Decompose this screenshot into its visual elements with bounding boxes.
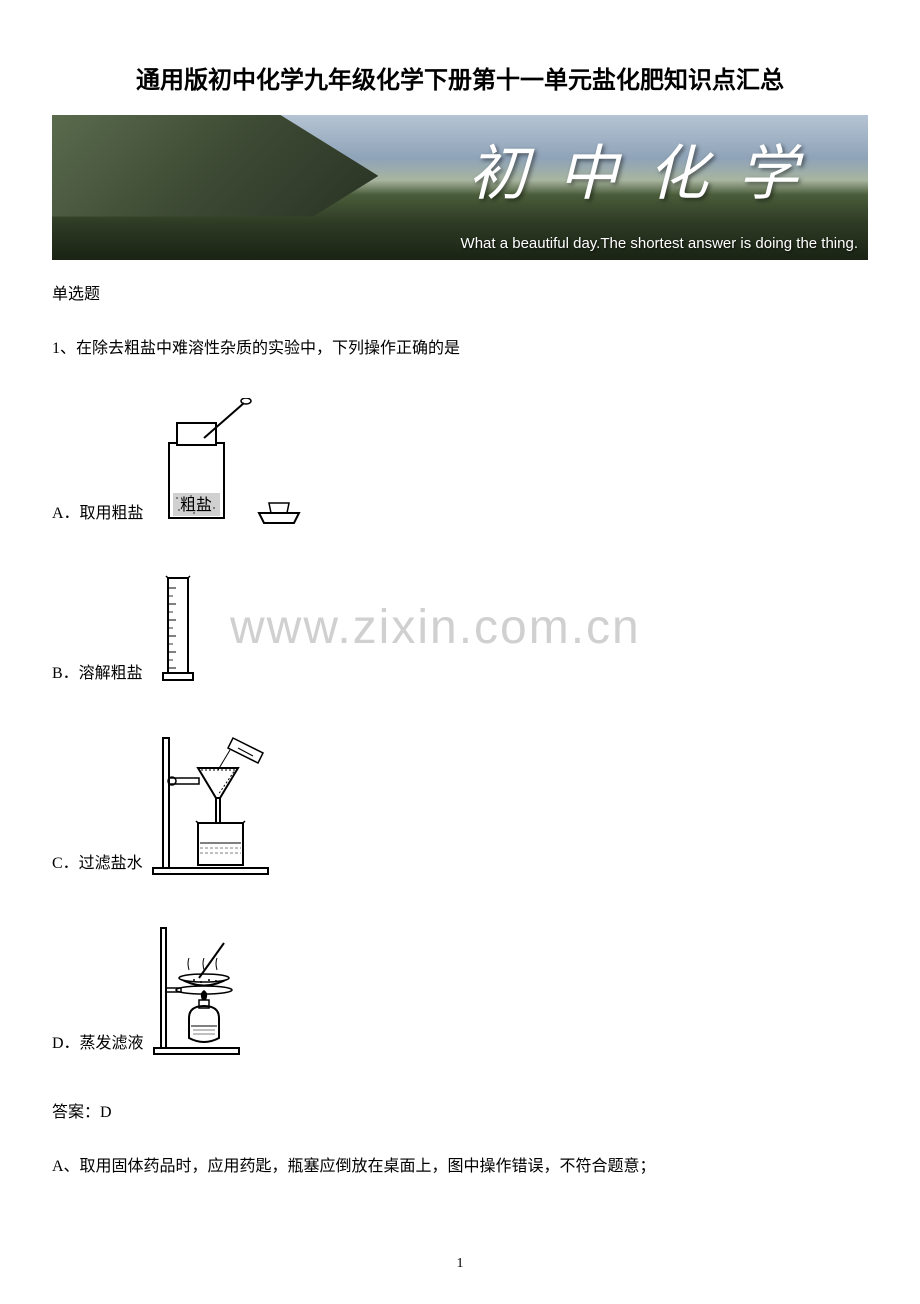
option-d: D．蒸发滤液 (52, 918, 868, 1058)
option-a-label: A．取用粗盐 (52, 499, 144, 528)
question-body: 在除去粗盐中难溶性杂质的实验中，下列操作正确的是 (76, 340, 460, 357)
question-number: 1、 (52, 340, 76, 357)
content-area: 单选题 1、在除去粗盐中难溶性杂质的实验中，下列操作正确的是 A．取用粗盐 粗盐 (0, 280, 920, 1176)
option-c-label: C．过滤盐水 (52, 849, 143, 878)
option-b: B．溶解粗盐 (52, 568, 868, 688)
option-d-image (149, 918, 249, 1058)
banner-subtitle: What a beautiful day.The shortest answer… (461, 235, 858, 252)
option-a-image: 粗盐 (149, 398, 309, 528)
svg-text:粗盐: 粗盐 (180, 496, 212, 514)
page-number: 1 (0, 1256, 920, 1272)
option-a: A．取用粗盐 粗盐 (52, 398, 868, 528)
question-text: 1、在除去粗盐中难溶性杂质的实验中，下列操作正确的是 (52, 334, 868, 358)
explanation-a: A、取用固体药品时，应用药匙，瓶塞应倒放在桌面上，图中操作错误，不符合题意； (52, 1152, 868, 1176)
page-title: 通用版初中化学九年级化学下册第十一单元盐化肥知识点汇总 (0, 0, 920, 115)
banner-image: 初中化学 What a beautiful day.The shortest a… (52, 115, 868, 260)
section-label: 单选题 (52, 280, 868, 304)
option-b-label: B．溶解粗盐 (52, 659, 143, 688)
option-c: C．过滤盐水 (52, 728, 868, 878)
answer: 答案：D (52, 1098, 868, 1122)
option-c-image (148, 728, 278, 878)
banner-mountain (52, 115, 378, 217)
option-d-label: D．蒸发滤液 (52, 1029, 144, 1058)
option-b-image (148, 568, 208, 688)
banner-title: 初中化学 (468, 125, 828, 212)
